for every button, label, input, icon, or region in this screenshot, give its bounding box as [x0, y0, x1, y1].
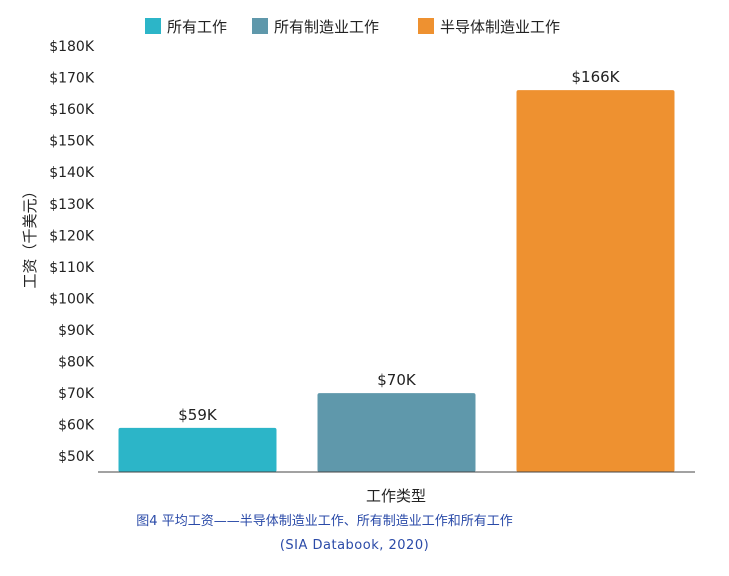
- y-tick-label: $120K: [49, 228, 95, 244]
- y-tick-label: $140K: [49, 165, 95, 181]
- y-tick-label: $160K: [49, 102, 95, 118]
- y-tick-label: $90K: [58, 323, 95, 339]
- legend: 所有工作 所有制造业工作 半导体制造业工作: [145, 18, 560, 36]
- y-axis: $50K $60K $70K $80K $90K $100K $110K $120K $130K…: [49, 39, 95, 465]
- legend-swatch-1: [252, 18, 268, 34]
- legend-label-0: 所有工作: [167, 18, 227, 36]
- legend-label-2: 半导体制造业工作: [440, 18, 560, 36]
- y-tick-label: $170K: [49, 71, 95, 87]
- bars: [118, 90, 675, 472]
- legend-label-1: 所有制造业工作: [274, 18, 379, 36]
- bar-1: [317, 393, 476, 472]
- y-tick-label: $80K: [58, 355, 95, 371]
- bar-2: [516, 90, 675, 472]
- legend-swatch-2: [418, 18, 434, 34]
- y-tick-label: $70K: [58, 386, 95, 402]
- figure-source: (SIA Databook, 2020): [279, 538, 430, 553]
- y-tick-label: $130K: [49, 197, 95, 213]
- figure-caption: 图4 平均工资——半导体制造业工作、所有制造业工作和所有工作: [136, 514, 513, 529]
- y-tick-label: $60K: [58, 418, 95, 434]
- y-tick-label: $180K: [49, 39, 95, 55]
- data-label-1: $70K: [377, 371, 417, 389]
- y-tick-label: $50K: [58, 449, 95, 465]
- y-tick-label: $100K: [49, 291, 95, 307]
- y-tick-label: $150K: [49, 134, 95, 150]
- y-tick-label: $110K: [49, 260, 95, 276]
- data-labels: $59K $70K $166K: [178, 68, 620, 424]
- data-label-2: $166K: [571, 68, 620, 86]
- data-label-0: $59K: [178, 406, 218, 424]
- x-axis-title: 工作类型: [366, 487, 426, 505]
- bar-0: [118, 427, 277, 472]
- y-axis-title: 工资（千美元）: [21, 183, 39, 288]
- legend-swatch-0: [145, 18, 161, 34]
